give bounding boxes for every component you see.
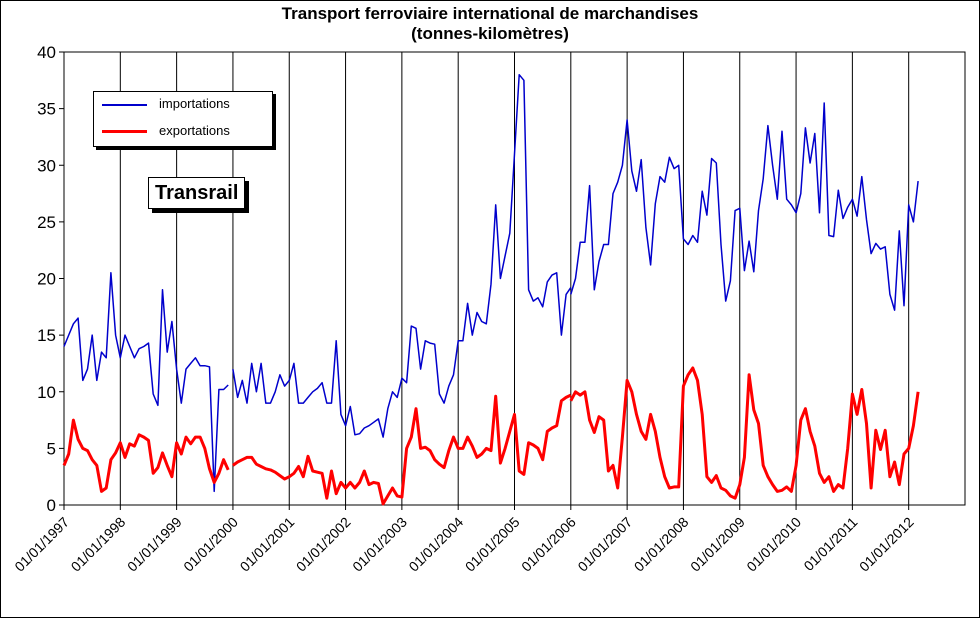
y-axis-tick-labels: 0 5 10 15 20 25 30 35 40 xyxy=(37,43,56,515)
series-line-exportations xyxy=(62,418,230,493)
y-tick-label: 25 xyxy=(37,213,56,232)
series-line-importations xyxy=(232,73,572,438)
chart-subtitle: (tonnes-kilomètres) xyxy=(411,24,569,43)
x-tick-label: 01/01/2012 xyxy=(856,514,917,575)
legend-swatch-importations xyxy=(102,104,147,106)
legend-label-importations: importations xyxy=(159,96,230,111)
axes xyxy=(59,51,966,510)
y-tick-label: 40 xyxy=(37,43,56,62)
y-tick-label: 30 xyxy=(37,156,56,175)
series-lines xyxy=(62,73,920,506)
x-tick-label: 01/01/2001 xyxy=(237,514,298,575)
x-tick-label: 01/01/2007 xyxy=(574,514,635,575)
y-tick-label: 10 xyxy=(37,383,56,402)
y-tick-label: 5 xyxy=(47,439,56,458)
y-tick-label: 35 xyxy=(37,100,56,119)
transrail-badge: Transrail xyxy=(148,177,246,209)
x-tick-label: 01/01/2010 xyxy=(743,514,804,575)
x-axis-tick-labels: 01/01/199701/01/199801/01/199901/01/2000… xyxy=(11,514,917,575)
x-tick-label: 01/01/2000 xyxy=(180,514,241,575)
y-tick-label: 0 xyxy=(47,496,56,515)
legend-swatch-exportations xyxy=(102,130,147,133)
x-tick-label: 01/01/2009 xyxy=(687,514,748,575)
series-line-exportations xyxy=(569,366,920,500)
series-line-importations xyxy=(63,272,229,493)
x-tick-label: 01/01/1999 xyxy=(124,514,185,575)
x-tick-label: 01/01/2003 xyxy=(349,514,410,575)
x-tick-label: 01/01/1998 xyxy=(68,514,129,575)
y-tick-label: 15 xyxy=(37,326,56,345)
x-tick-label: 01/01/2008 xyxy=(631,514,692,575)
series-line-exportations xyxy=(232,393,572,506)
chart-title: Transport ferroviaire international de m… xyxy=(0,4,980,44)
x-tick-label: 01/01/2006 xyxy=(518,514,579,575)
y-tick-label: 20 xyxy=(37,270,56,289)
x-tick-label: 01/01/1997 xyxy=(11,514,72,575)
x-tick-label: 01/01/2005 xyxy=(462,514,523,575)
series-line-importations xyxy=(570,102,919,311)
x-tick-label: 01/01/2011 xyxy=(800,514,860,574)
plot-area xyxy=(63,51,966,506)
legend: importations exportations xyxy=(93,91,273,147)
legend-label-exportations: exportations xyxy=(159,123,230,138)
chart-title-line: Transport ferroviaire international de m… xyxy=(281,4,699,23)
x-tick-label: 01/01/2004 xyxy=(405,514,466,575)
x-tick-label: 01/01/2002 xyxy=(293,514,354,575)
